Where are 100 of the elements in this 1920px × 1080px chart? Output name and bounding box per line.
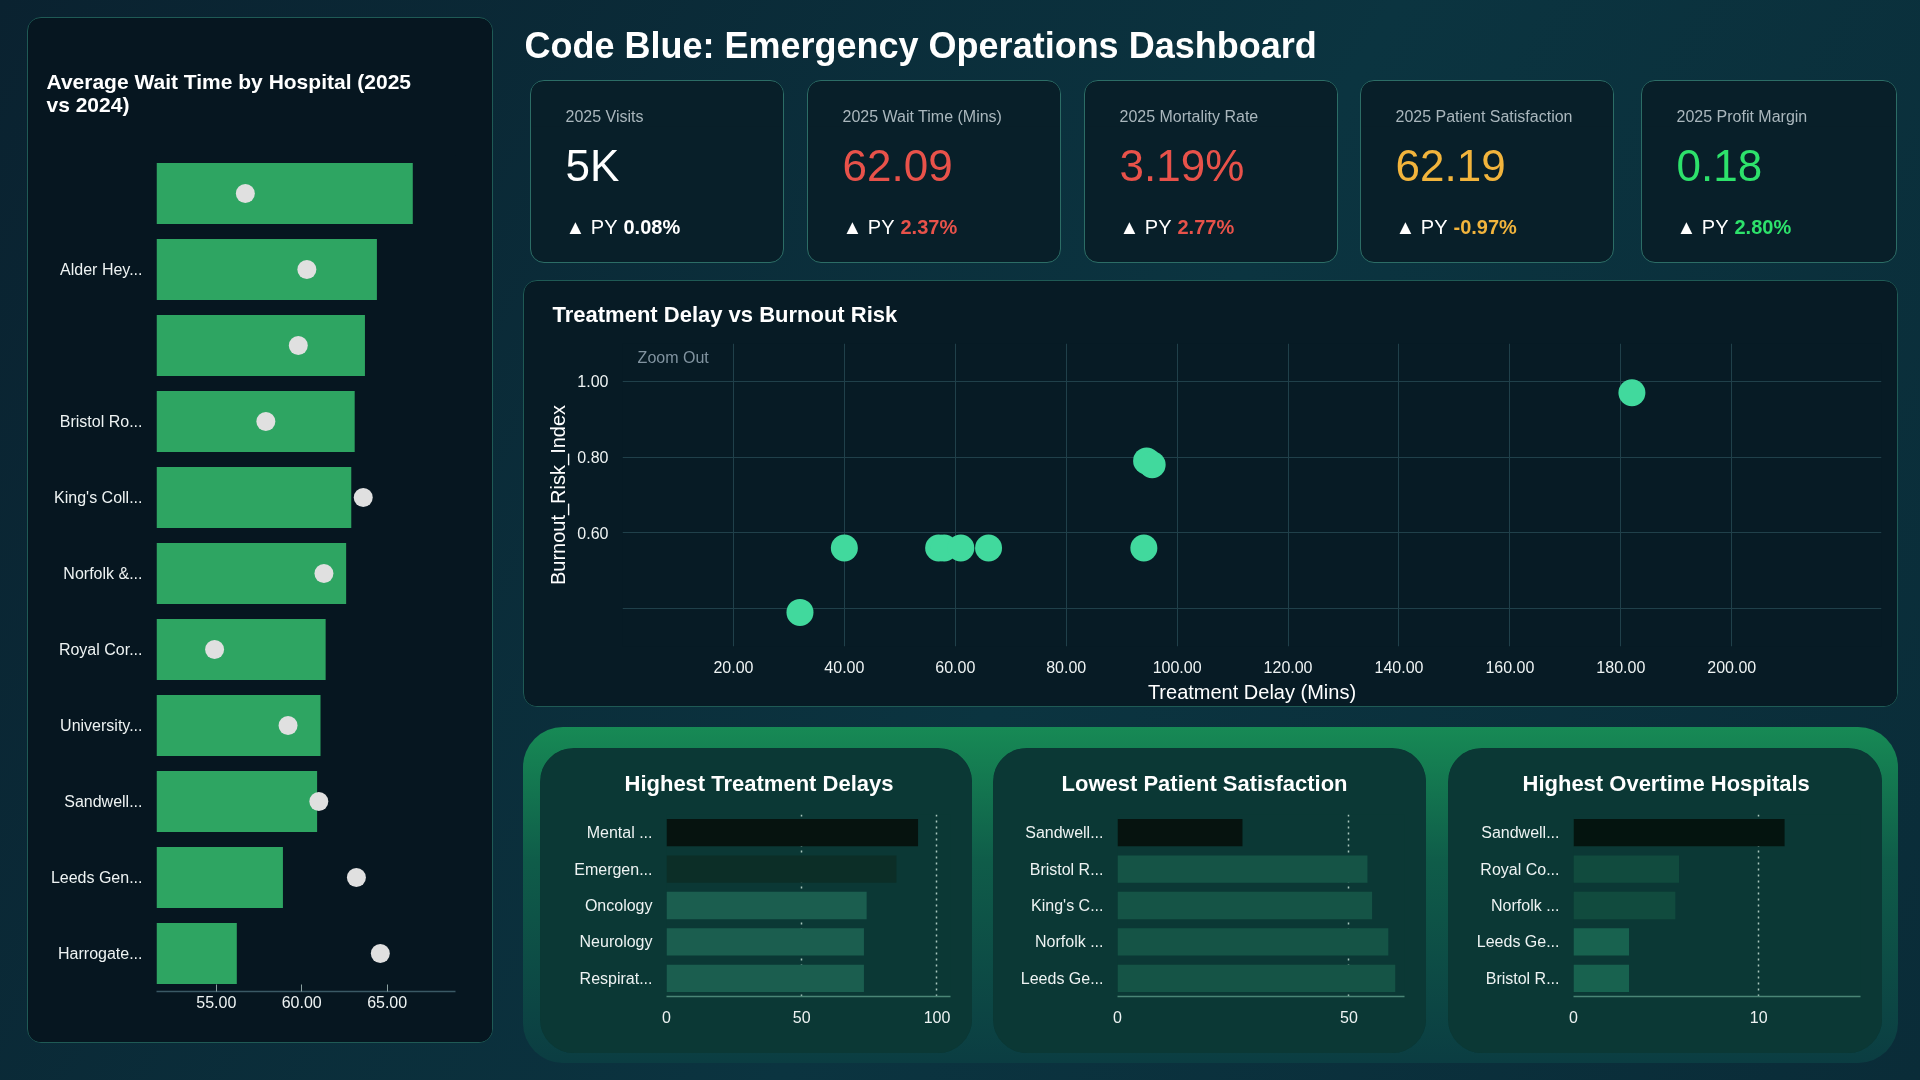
y-tick-label: Leeds Gen... [50,869,143,886]
text: 62.09 [842,140,953,190]
chart-title: Treatment Delay vs Burnout Risk [552,301,899,327]
y-tick-label: Emergen... [574,860,653,878]
x-tick-label: 60.00 [281,993,322,1011]
x-tick-label: 200.00 [1707,658,1757,676]
text: 62.19 [1395,140,1506,190]
point [309,792,329,811]
point [1138,451,1166,479]
annotation: Zoom Out [637,348,710,366]
y-tick-label: Bristol R... [1485,969,1560,987]
y-tick-label: Oncology [584,897,653,914]
point [975,534,1003,562]
y-tick-label: Norfolk ... [1035,933,1104,951]
text: ▲ PY [1395,216,1448,239]
text: 2.37% [900,216,958,239]
y-tick-label: King's C... [1031,897,1104,914]
y-tick-label: University... [60,717,143,734]
text: 2025 Mortality Rate [1119,107,1259,125]
x-tick-label: 120.00 [1263,658,1313,676]
text: -0.97% [1453,216,1518,239]
bar [1117,891,1373,920]
text: 5K [565,140,620,190]
y-tick-label: Bristol R... [1029,860,1104,878]
y-tick-label: Sandwell... [1481,824,1560,842]
bar [1573,928,1630,956]
x-tick-label: 100 [923,1008,951,1026]
y-tick-label: 1.00 [577,373,609,391]
point [256,412,276,431]
y-tick-label: 0.80 [577,449,609,467]
x-tick-label: 50 [792,1008,811,1026]
x-tick-label: 40.00 [824,658,865,676]
y-tick-label: Mental ... [586,824,653,842]
chart-title: Highest Overtime Hospitals [1522,770,1810,796]
y-tick-label: King's Coll... [54,489,143,506]
point [1618,379,1646,407]
text: ▲ PY [842,216,895,239]
point [1130,534,1158,562]
bar [1117,855,1368,883]
x-axis-title: Treatment Delay (Mins) [1147,680,1357,703]
text: 2025 Patient Satisfaction [1395,107,1573,125]
y-tick-label: Neurology [579,933,653,951]
y-tick-label: Norfolk ... [1491,897,1560,914]
point [370,944,390,963]
point [278,716,298,735]
point [205,640,225,659]
text: ▲ PY [1676,216,1729,239]
bar [1117,964,1396,992]
y-tick-label: Bristol Ro... [59,413,143,430]
y-tick-label: Norfolk &... [63,565,143,582]
y-tick-label: Leeds Ge... [1020,969,1104,987]
x-tick-label: 10 [1749,1008,1768,1026]
text: 0.08% [623,216,681,239]
y-tick-label: Sandwell... [64,793,143,810]
y-axis-title: Burnout_Risk_Index [547,404,571,586]
text: 2025 Profit Margin [1676,107,1808,125]
y-tick-label: Harrogate... [58,945,143,962]
point [353,488,373,507]
x-tick-label: 100.00 [1152,658,1202,676]
point [346,868,366,887]
y-tick-label: Royal Co... [1480,860,1560,878]
chart-title: Average Wait Time by Hospital (2025 vs 2024) [46,69,412,116]
point [786,598,814,626]
y-tick-label: 0.60 [577,524,609,542]
point [297,260,317,279]
point [288,336,308,355]
bar [1573,964,1630,992]
bar [1117,819,1243,847]
text: ▲ PY [1119,216,1172,239]
x-tick-label: 160.00 [1485,658,1535,676]
x-tick-label: 0 [1113,1008,1123,1026]
chart-title: Highest Treatment Delays [624,770,894,796]
y-tick-label: Leeds Ge... [1476,933,1560,951]
x-tick-label: 60.00 [935,658,976,676]
text: 3.19% [1119,140,1245,190]
text: 2.80% [1734,216,1792,239]
point [830,534,858,562]
x-tick-label: 55.00 [196,993,237,1011]
text: 2025 Visits [565,107,644,125]
chart-title: Lowest Patient Satisfaction [1061,770,1348,796]
x-tick-label: 0 [1569,1008,1579,1026]
point [314,564,334,583]
bar [1117,928,1389,956]
x-tick-label: 50 [1340,1008,1358,1026]
x-tick-label: 20.00 [713,658,754,676]
y-tick-label: Sandwell... [1025,824,1104,842]
bar [1573,819,1785,847]
x-tick-label: 80.00 [1046,658,1087,676]
text: 0.18 [1676,140,1763,190]
x-tick-label: 140.00 [1374,658,1424,676]
y-tick-label: Respirat... [579,969,653,987]
y-tick-label: Alder Hey... [60,261,143,278]
text: ▲ PY [565,216,618,239]
text: 2025 Wait Time (Mins) [842,107,1002,125]
x-tick-label: 0 [662,1008,672,1026]
text: Code Blue: Emergency Operations Dashboard [524,24,1317,66]
x-tick-label: 180.00 [1596,658,1646,676]
point [235,184,255,203]
text: 2.77% [1177,216,1235,239]
y-tick-label: Royal Cor... [58,641,143,658]
